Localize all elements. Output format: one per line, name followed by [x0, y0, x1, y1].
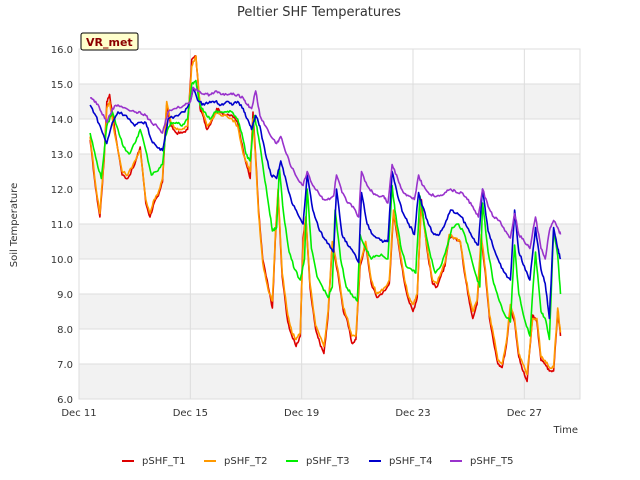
grid-band [79, 84, 580, 119]
series-line-pSHF_T5 [89, 86, 562, 260]
series-line-pSHF_T2 [89, 55, 562, 376]
x-axis-label: Time [553, 425, 578, 436]
plot-area [78, 48, 581, 400]
y-tick-label: 15.0 [51, 80, 73, 91]
legend-label-pSHF_T1: pSHF_T1 [142, 456, 185, 467]
x-tick-label: Dec 23 [395, 408, 430, 419]
y-axis-label: Soil Temperature [9, 183, 20, 268]
x-tick-label: Dec 27 [507, 408, 542, 419]
y-tick-label: 12.0 [51, 185, 73, 196]
legend-label-pSHF_T4: pSHF_T4 [389, 456, 432, 467]
y-tick-label: 10.0 [51, 255, 73, 266]
plot-bands [79, 84, 580, 399]
y-tick-label: 13.0 [51, 150, 73, 161]
legend-label-pSHF_T2: pSHF_T2 [224, 456, 267, 467]
y-tick-label: 11.0 [51, 220, 73, 231]
y-axis-ticks: 6.0 7.0 8.0 9.0 10.0 11.0 12.0 13.0 14.0 15.0 16.0 [51, 45, 73, 406]
y-tick-label: 14.0 [51, 115, 73, 126]
x-tick-label: Dec 19 [284, 408, 319, 419]
grid-band [79, 224, 580, 259]
y-tick-label: 9.0 [57, 290, 73, 301]
badge-box [80, 32, 139, 51]
y-tick-label: 16.0 [51, 45, 73, 56]
vr-met-badge: VR_met [80, 32, 139, 51]
x-tick-label: Dec 11 [61, 408, 96, 419]
x-tick-label: Dec 15 [173, 408, 208, 419]
legend-label-pSHF_T3: pSHF_T3 [306, 456, 349, 467]
y-tick-label: 6.0 [57, 395, 73, 406]
y-tick-label: 7.0 [57, 360, 73, 371]
legend: pSHF_T1 pSHF_T2 pSHF_T3 pSHF_T4 pSHF_T5 [122, 456, 513, 467]
series-line-pSHF_T3 [89, 79, 562, 341]
chart-title: Peltier SHF Temperatures [237, 5, 401, 20]
badge-text: VR_met [86, 36, 133, 49]
y-tick-label: 8.0 [57, 325, 73, 336]
grid-band [79, 364, 580, 399]
legend-label-pSHF_T5: pSHF_T5 [470, 456, 513, 467]
x-axis-ticks: Dec 11 Dec 15 Dec 19 Dec 23 Dec 27 [61, 408, 542, 419]
series-layer [89, 55, 562, 383]
series-line-pSHF_T4 [89, 86, 562, 320]
